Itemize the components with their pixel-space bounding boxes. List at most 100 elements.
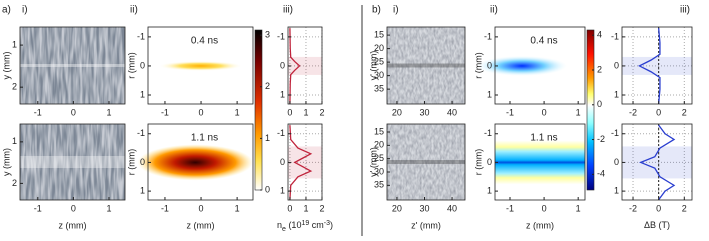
- y-tick-label: 15: [374, 29, 384, 39]
- y-tick-label: 0: [140, 60, 145, 70]
- y-axis-label: y (mm): [1, 52, 11, 80]
- y-tick-label: 1: [12, 39, 17, 49]
- x-tick-label: 0: [71, 107, 76, 117]
- y-tick-label: -1: [484, 128, 492, 138]
- density-map: [137, 144, 253, 181]
- x-tick-label: 0: [199, 107, 204, 117]
- plasma-channel: [387, 160, 465, 164]
- colorbar-tick-label: 3: [265, 30, 270, 40]
- y-axis-label: y' (mm): [368, 147, 378, 177]
- error-band: [622, 146, 692, 179]
- y-tick-label: 2: [12, 178, 17, 188]
- x-tick-label: 1: [235, 107, 240, 117]
- column-label: ii): [490, 5, 498, 16]
- y-tick-label: 35: [374, 180, 384, 190]
- time-annotation: 1.1 ns: [191, 133, 218, 144]
- y-tick-label: -1: [277, 31, 285, 41]
- plot-bg: [288, 124, 322, 200]
- y-tick-label: 0: [280, 60, 285, 70]
- x-tick-label: 30: [419, 107, 429, 117]
- y-tick-label: 35: [374, 84, 384, 94]
- x-tick-label: 0: [542, 203, 547, 213]
- x-axis-label: z' (mm): [411, 220, 441, 230]
- y-axis-label: r (mm): [473, 52, 483, 79]
- y-axis-label: r (mm): [126, 52, 136, 79]
- y-tick-label: 0: [280, 157, 285, 167]
- image: [387, 27, 465, 104]
- y-tick-label: 2: [12, 82, 17, 92]
- x-tick-label: 1: [106, 203, 111, 213]
- x-tick-label: 40: [447, 203, 457, 213]
- x-tick-label: 1: [576, 107, 581, 117]
- profile-line: [289, 28, 301, 104]
- x-axis-label: z (mm): [187, 220, 215, 230]
- y-tick-label: 1: [614, 89, 619, 99]
- colorbar-tick-label: 0: [597, 99, 602, 109]
- x-tick-label: 1: [235, 203, 240, 213]
- x-tick-label: -2: [629, 107, 637, 117]
- colorbar-label: ne (1019 cm-3): [277, 220, 333, 233]
- plasma-channel: [20, 156, 125, 168]
- time-annotation: 0.4 ns: [530, 36, 557, 47]
- plot-bg: [622, 27, 692, 104]
- panel-label: a): [2, 5, 11, 16]
- column-label: ii): [130, 5, 138, 16]
- x-tick-label: -1: [161, 203, 169, 213]
- colorbar-label-part: ): [330, 220, 333, 230]
- y-tick-label: -1: [277, 128, 285, 138]
- y-tick-label: -1: [137, 31, 145, 41]
- colorbar-tick-label: 2: [265, 81, 270, 91]
- plasma-channel: [20, 64, 125, 67]
- y-tick-label: 25: [374, 153, 384, 163]
- colorbar-label-part: cm: [309, 220, 324, 230]
- colorbar-tick-label: 1: [265, 133, 270, 143]
- colorbar-tick-label: 2: [597, 64, 602, 74]
- x-tick-label: 1: [303, 203, 308, 213]
- axes-frame: [19, 123, 126, 201]
- field-map: [495, 140, 585, 185]
- colorbar-label-part: e: [282, 226, 286, 233]
- y-tick-label: -1: [137, 128, 145, 138]
- plot-bg: [288, 27, 322, 104]
- x-tick-label: 2: [319, 107, 324, 117]
- column-label: i): [393, 5, 399, 16]
- x-tick-label: -1: [34, 107, 42, 117]
- y-tick-label: 1: [140, 185, 145, 195]
- plasma-channel: [387, 63, 465, 68]
- y-tick-label: 0: [487, 60, 492, 70]
- y-tick-label: 0: [140, 157, 145, 167]
- x-tick-label: 0: [287, 203, 292, 213]
- x-tick-label: 0: [71, 203, 76, 213]
- colorbar-tick-label: 4: [597, 30, 602, 40]
- colorbar-tick-label: -2: [597, 134, 605, 144]
- colorbar-label-part: (10: [286, 220, 302, 230]
- y-tick-label: -1: [484, 31, 492, 41]
- y-axis-label: y (mm): [1, 148, 11, 176]
- y-axis-label: r (mm): [473, 149, 483, 176]
- y-tick-label: 1: [487, 89, 492, 99]
- y-tick-label: 0: [614, 157, 619, 167]
- x-tick-label: 0: [199, 203, 204, 213]
- x-tick-label: -2: [629, 203, 637, 213]
- y-tick-label: -1: [611, 128, 619, 138]
- y-tick-label: 30: [374, 70, 384, 80]
- plot-bg: [622, 124, 692, 200]
- image: [387, 124, 465, 200]
- colorbar: [586, 29, 595, 191]
- colorbar-tick-label: -4: [597, 169, 605, 179]
- colorbar-label-part: -3: [324, 220, 330, 227]
- x-tick-label: 40: [447, 107, 457, 117]
- x-tick-label: -1: [506, 107, 514, 117]
- x-tick-label: 20: [392, 107, 402, 117]
- y-tick-label: 1: [280, 185, 285, 195]
- axes-frame: [386, 26, 466, 105]
- y-tick-label: 1: [140, 89, 145, 99]
- axes-frame: [19, 26, 126, 105]
- error-band: [288, 56, 322, 75]
- x-axis-label: z (mm): [526, 220, 554, 230]
- y-tick-label: 15: [374, 126, 384, 136]
- profile-line: [637, 28, 661, 104]
- column-label: i): [22, 5, 28, 16]
- x-tick-label: 1: [106, 107, 111, 117]
